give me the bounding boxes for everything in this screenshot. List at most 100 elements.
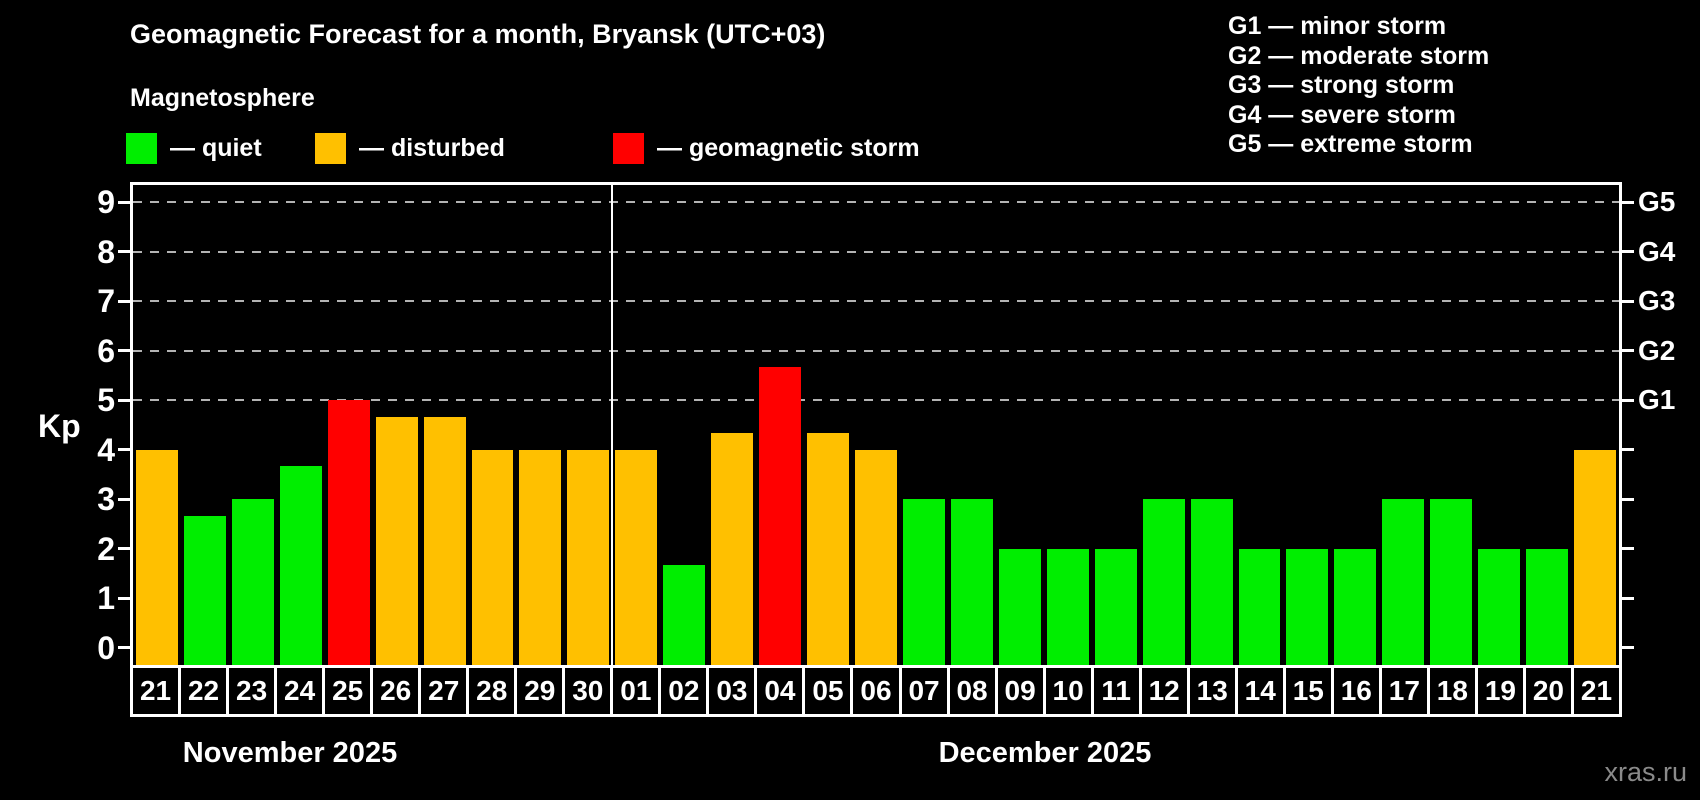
kp-bar-dec-10 [1046,548,1089,665]
g-tick-label-g2: G2 [1638,334,1676,366]
g4-legend-line: G4 — severe storm [1228,100,1456,129]
date-cell-nov-24: 24 [277,668,326,714]
date-cell-nov-22: 22 [181,668,230,714]
g-tick-label-g5: G5 [1638,186,1676,218]
kp-bar-nov-28 [471,449,514,665]
y-tick-label-6: 6 [97,332,115,369]
date-cell-nov-25: 25 [325,668,374,714]
date-cell-nov-21: 21 [133,668,182,714]
date-cell-dec-03: 03 [709,668,758,714]
kp-bar-nov-30 [567,449,610,665]
kp-bar-dec-08 [950,499,993,665]
left-axis-tick [118,200,130,204]
right-axis-tick [1622,398,1634,402]
disturbed-color-swatch [315,132,346,164]
g3-legend-line: G3 — strong storm [1228,71,1455,100]
left-axis-tick [118,250,130,254]
date-cell-dec-17: 17 [1382,668,1430,714]
kp-bar-dec-13 [1190,499,1233,665]
date-cell-dec-10: 10 [1046,668,1094,714]
y-tick-label-1: 1 [97,580,115,617]
y-tick-label-7: 7 [97,283,115,320]
right-axis-tick [1622,200,1634,204]
kp-bar-dec-14 [1238,548,1281,665]
legend-item-quiet: — quiet [126,132,262,164]
legend-item-disturbed: — disturbed [315,132,505,164]
date-axis: 21 22 23 24 25 26 27 28 29 30 01 02 03 04 05 06 07 08 09 10… [130,668,1622,717]
right-axis-tick [1622,448,1634,452]
date-cell-nov-27: 27 [421,668,470,714]
kp-bar-nov-29 [519,449,562,665]
g5-legend-line: G5 — extreme storm [1228,130,1473,159]
g-scale-legend: G1 — minor storm G2 — moderate storm G3 … [1228,12,1489,160]
kp-bar-nov-26 [375,416,418,665]
left-axis-tick [118,646,130,650]
y-axis-title: Kp [38,408,81,444]
kp-bar-dec-04 [759,367,802,665]
date-cell-dec-20: 20 [1526,668,1574,714]
date-cell-nov-29: 29 [517,668,566,714]
kp-bar-dec-12 [1142,499,1185,665]
gridline-kp6 [133,349,1619,352]
kp-bar-dec-03 [711,433,754,665]
right-axis-tick [1622,497,1634,501]
legend-item-storm: — geomagnetic storm [613,132,920,164]
date-cell-dec-08: 08 [950,668,998,714]
gridline-kp7 [133,300,1619,303]
kp-bar-dec-05 [807,433,850,665]
y-tick-label-5: 5 [97,382,115,419]
kp-bar-dec-16 [1334,548,1377,665]
left-axis-tick [118,596,130,600]
date-cell-dec-13: 13 [1190,668,1238,714]
kp-bar-dec-21 [1574,449,1616,665]
date-cell-dec-21: 21 [1580,675,1613,706]
chart-title: Geomagnetic Forecast for a month, Bryans… [130,19,826,49]
kp-bar-dec-01 [615,449,658,665]
kp-bar-dec-09 [998,548,1041,665]
kp-bar-dec-15 [1286,548,1329,665]
date-cell-dec-14: 14 [1238,668,1286,714]
kp-bar-dec-07 [902,499,945,665]
y-tick-label-3: 3 [97,481,115,518]
date-cell-dec-02: 02 [661,668,710,714]
left-axis-tick [118,547,130,551]
date-cell-dec-15: 15 [1286,668,1334,714]
kp-bar-dec-06 [855,449,897,665]
plot-area: 0 1 2 3 4 5 6 7 8 9 G1 G2 G3 G4 G5 [97,182,1675,668]
legend-label-quiet: — quiet [170,133,262,162]
left-axis-tick [118,299,130,303]
date-cell-dec-18: 18 [1430,668,1478,714]
kp-bar-dec-20 [1526,548,1569,665]
date-cell-nov-30: 30 [565,668,614,714]
kp-bar-nov-23 [231,499,274,665]
date-cell-nov-26: 26 [373,668,422,714]
right-axis-tick [1622,349,1634,353]
legend-label-storm: — geomagnetic storm [657,133,920,162]
date-cell-dec-09: 09 [998,668,1046,714]
kp-bar-nov-24 [279,466,322,665]
y-tick-label-0: 0 [97,629,115,666]
kp-bar-dec-11 [1094,548,1137,665]
kp-bar-dec-18 [1430,499,1473,665]
chart-subtitle: Magnetosphere [130,84,315,112]
y-tick-label-2: 2 [97,530,115,567]
gridline-kp5 [133,399,1619,402]
right-axis-tick [1622,596,1634,600]
g1-legend-line: G1 — minor storm [1228,12,1447,40]
date-cell-dec-12: 12 [1142,668,1190,714]
date-cell-dec-19: 19 [1478,668,1526,714]
right-axis-tick [1622,299,1634,303]
month-separator-line [611,185,614,665]
month-label-november: November 2025 [182,737,398,769]
gridline-kp8 [133,250,1619,253]
y-tick-label-4: 4 [97,431,115,468]
y-tick-label-9: 9 [97,184,115,221]
date-cell-nov-23: 23 [229,668,278,714]
quiet-color-swatch [126,132,157,164]
date-cell-dec-07: 07 [902,668,950,714]
kp-bar-dec-02 [663,565,706,665]
kp-bar-dec-19 [1478,548,1521,665]
left-axis-tick [118,497,130,501]
left-axis-tick [118,398,130,402]
gridline-kp9 [133,201,1619,204]
